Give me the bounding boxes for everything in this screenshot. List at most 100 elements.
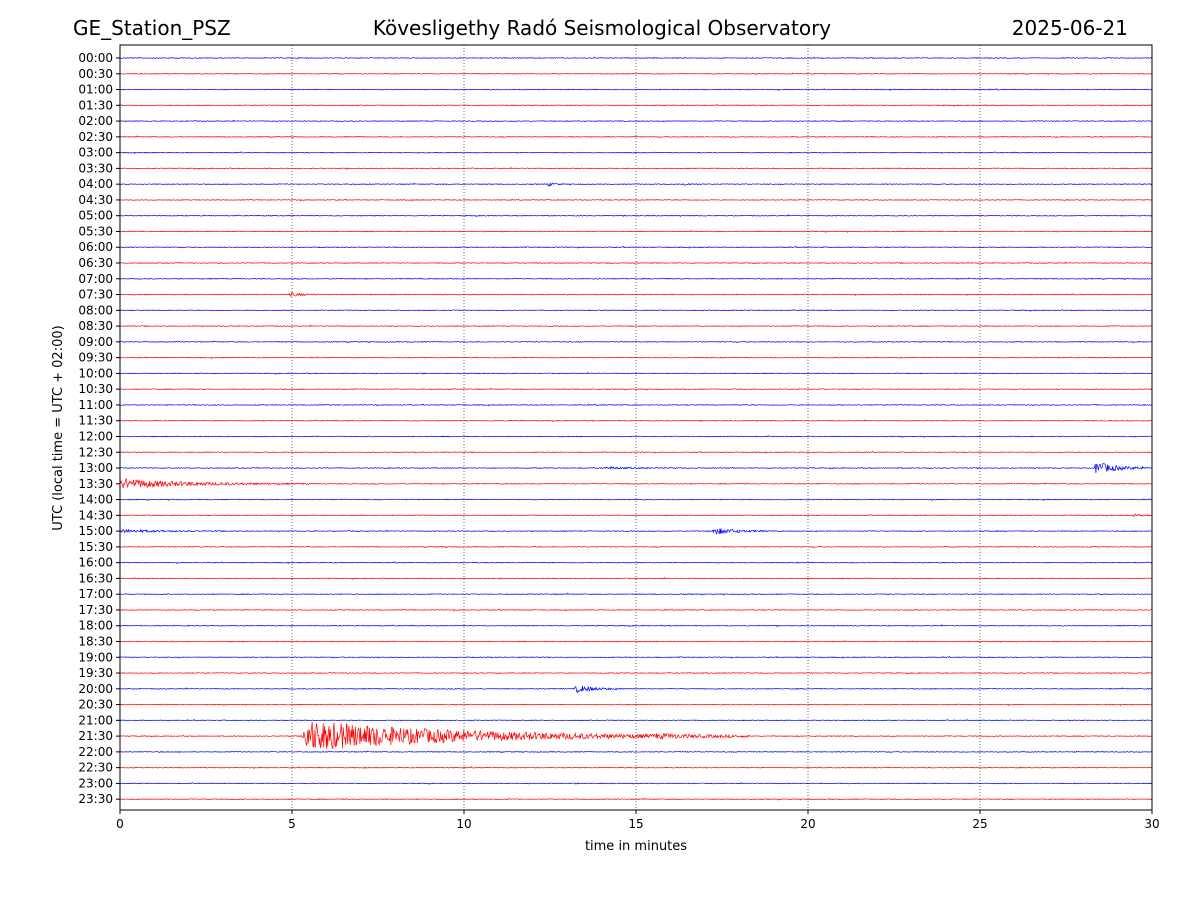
trace-line [119,309,1153,312]
trace-line [119,513,1153,518]
trace-line [119,371,1153,375]
x-tick-label: 5 [288,817,296,831]
y-tick-label: 19:30 [78,666,113,680]
x-tick-label: 0 [116,817,124,831]
vertical-grid [291,45,981,810]
y-axis-label: UTC (local time = UTC + 02:00) [51,325,66,530]
seismic-traces [119,56,1153,801]
trace-line [119,104,1153,107]
y-tick-label: 07:00 [78,272,113,286]
trace-line [119,561,1153,565]
station-title: GE_Station_PSZ [73,16,231,40]
y-tick-label: 15:00 [78,524,113,538]
y-tick-label: 16:30 [78,571,113,585]
trace-line [119,639,1153,643]
y-tick-label: 22:00 [78,745,113,759]
y-tick-label: 04:30 [78,193,113,207]
trace-line [119,356,1153,360]
y-tick-label: 10:30 [78,382,113,396]
y-tick-label: 21:00 [78,713,113,727]
trace-line [119,685,1153,694]
y-tick-label: 01:30 [78,98,113,112]
y-tick-label: 14:30 [78,508,113,522]
y-tick-label: 12:30 [78,445,113,459]
y-tick-label: 03:30 [78,161,113,175]
trace-line [119,403,1153,407]
trace-line [119,528,1153,535]
y-tick-label: 03:00 [78,146,113,160]
y-tick-label: 18:00 [78,619,113,633]
y-tick-label: 08:30 [78,319,113,333]
y-tick-label: 12:00 [78,429,113,443]
y-tick-label: 00:30 [78,67,113,81]
y-tick-label: 07:30 [78,288,113,302]
trace-line [119,56,1153,59]
y-tick-label: 23:00 [78,776,113,790]
y-tick-label: 17:30 [78,603,113,617]
trace-line [119,462,1153,474]
y-tick-label: 09:00 [78,335,113,349]
y-tick-label: 20:00 [78,682,113,696]
y-tick-label: 17:00 [78,587,113,601]
x-tick-label: 25 [972,817,987,831]
y-tick-label: 13:00 [78,461,113,475]
y-tick-label: 05:30 [78,224,113,238]
y-tick-label: 20:30 [78,698,113,712]
y-tick-label: 02:00 [78,114,113,128]
trace-line [119,624,1153,628]
trace-line [119,608,1153,612]
y-tick-label: 10:00 [78,366,113,380]
trace-line [119,166,1153,170]
y-tick-label: 18:30 [78,634,113,648]
trace-line [119,781,1153,785]
y-tick-label: 11:30 [78,414,113,428]
trace-line [119,229,1153,233]
trace-line [119,135,1153,139]
trace-line [119,655,1153,659]
trace-line [119,671,1153,675]
trace-line [119,88,1153,92]
y-tick-label: 09:30 [78,351,113,365]
trace-line [119,750,1153,754]
trace-line [119,245,1153,249]
y-tick-label: 14:00 [78,493,113,507]
trace-line [119,119,1153,123]
y-tick-label: 11:00 [78,398,113,412]
trace-line [119,478,1153,489]
y-tick-label: 16:00 [78,556,113,570]
y-tick-label: 04:00 [78,177,113,191]
y-tick-label: 13:30 [78,477,113,491]
trace-line [119,721,1153,750]
trace-line [119,387,1153,391]
trace-line [119,72,1153,76]
y-tick-label: 08:00 [78,303,113,317]
trace-line [119,498,1153,502]
y-tick-label: 23:30 [78,792,113,806]
y-tick-label: 19:00 [78,650,113,664]
x-tick-label: 15 [628,817,643,831]
trace-line [119,419,1153,423]
y-tick-label: 21:30 [78,729,113,743]
y-tick-label: 06:00 [78,240,113,254]
trace-line [119,766,1153,770]
trace-line [119,292,1153,298]
date-title: 2025-06-21 [1012,16,1128,40]
trace-line [119,434,1153,438]
trace-line [119,214,1153,218]
trace-line [119,340,1153,344]
x-axis-ticks: 0 5 10 15 20 25 30 [116,810,1160,831]
trace-line [119,324,1153,328]
trace-line [119,198,1153,202]
trace-line [120,592,1153,596]
x-tick-label: 10 [456,817,471,831]
trace-line [119,182,1153,187]
y-tick-label: 01:00 [78,83,113,97]
x-axis-label: time in minutes [585,839,687,854]
observatory-title: Kövesligethy Radó Seismological Observat… [373,16,831,40]
trace-line [119,151,1153,155]
trace-line [119,277,1153,281]
trace-line [119,261,1153,265]
y-tick-label: 15:30 [78,540,113,554]
